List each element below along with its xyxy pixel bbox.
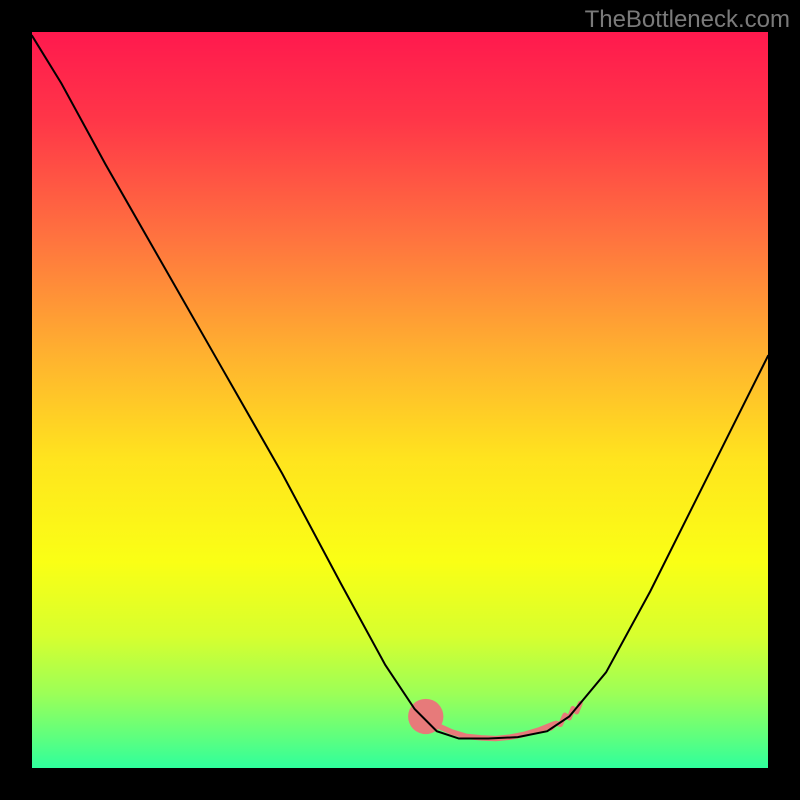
plot-area bbox=[32, 32, 768, 768]
chart-frame: TheBottleneck.com bbox=[0, 0, 800, 800]
watermark-text: TheBottleneck.com bbox=[585, 6, 790, 34]
gradient-background bbox=[32, 32, 768, 768]
bottleneck-chart bbox=[32, 32, 768, 768]
